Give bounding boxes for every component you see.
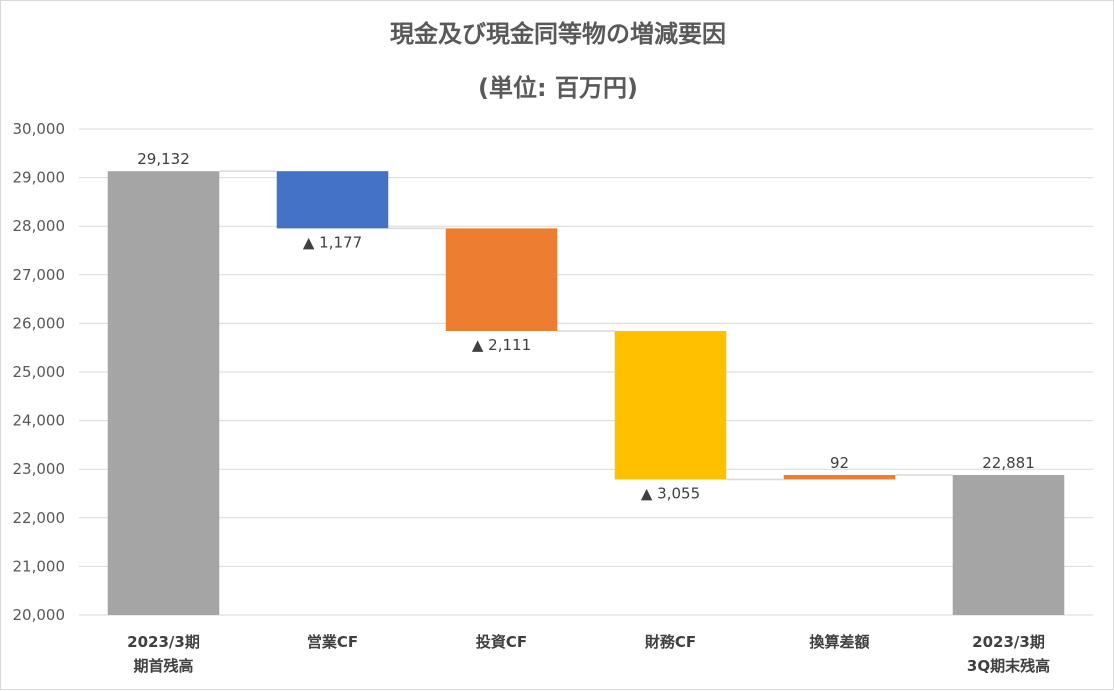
- waterfall-bar: [276, 171, 389, 229]
- y-tick-label: 23,000: [13, 460, 66, 478]
- x-category-label: 期首残高: [133, 657, 193, 675]
- x-category-label: 換算差額: [809, 633, 869, 651]
- y-tick-label: 30,000: [13, 120, 66, 138]
- y-tick-label: 20,000: [13, 606, 66, 624]
- x-category-label: 財務CF: [644, 633, 696, 651]
- y-tick-label: 22,000: [13, 509, 66, 527]
- x-category-label: 2023/3期: [127, 633, 200, 651]
- y-tick-label: 25,000: [13, 363, 66, 381]
- y-tick-label: 28,000: [13, 217, 66, 235]
- chart-subtitle: (単位: 百万円): [478, 74, 638, 102]
- y-tick-label: 24,000: [13, 412, 66, 430]
- chart-title: 現金及び現金同等物の増減要因: [390, 20, 726, 48]
- waterfall-bar: [952, 474, 1065, 615]
- y-tick-label: 29,000: [13, 169, 66, 187]
- x-category-label: 3Q期末残高: [967, 657, 1050, 675]
- data-label: 29,132: [137, 150, 190, 168]
- data-label: ▲ 2,111: [472, 336, 531, 354]
- waterfall-bar: [445, 228, 558, 331]
- y-tick-label: 27,000: [13, 266, 66, 284]
- x-category-label: 2023/3期: [972, 633, 1045, 651]
- y-tick-label: 26,000: [13, 314, 66, 332]
- data-label: ▲ 3,055: [641, 484, 700, 502]
- waterfall-bar: [614, 330, 727, 480]
- data-label: ▲ 1,177: [303, 233, 362, 251]
- data-label: 92: [830, 454, 849, 472]
- waterfall-bar: [783, 474, 896, 480]
- x-category-label: 営業CF: [307, 633, 358, 651]
- data-label: 22,881: [982, 454, 1035, 472]
- y-tick-label: 21,000: [13, 557, 66, 575]
- waterfall-bar: [107, 171, 220, 615]
- x-category-label: 投資CF: [476, 633, 527, 651]
